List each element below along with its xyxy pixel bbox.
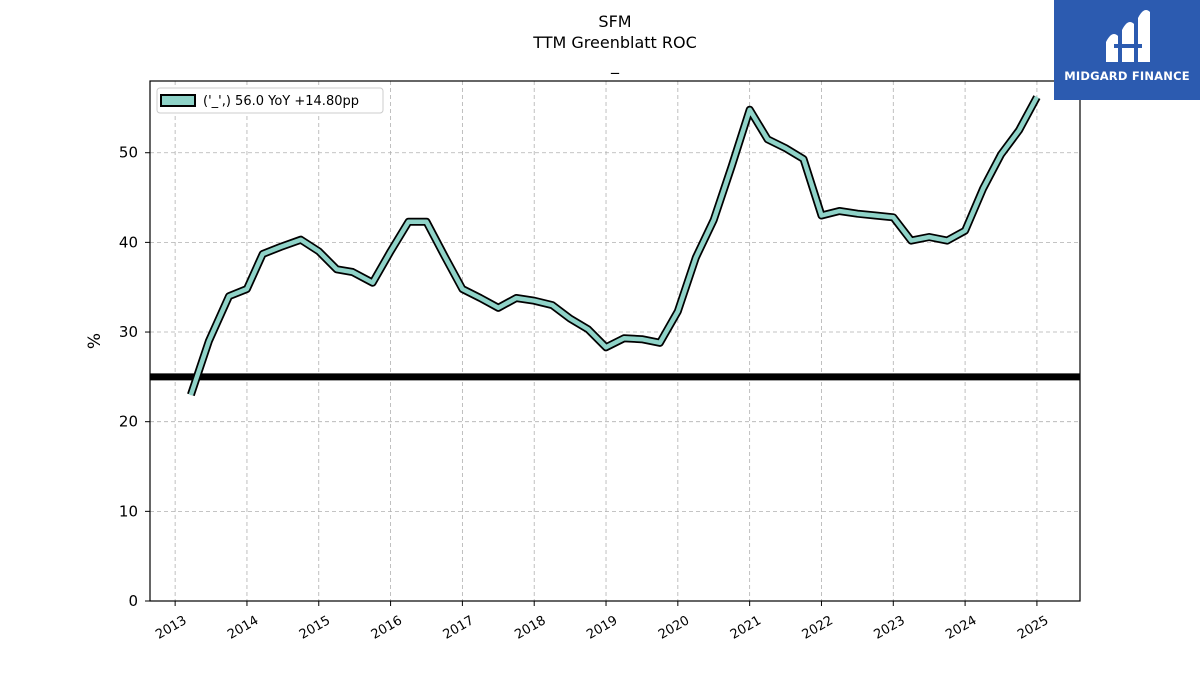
chart-title-group: SFM TTM Greenblatt ROC _ <box>532 12 697 75</box>
y-tick-label: 50 <box>119 144 138 162</box>
logo-text: MIDGARD FINANCE <box>1064 69 1190 83</box>
data-point <box>892 216 894 218</box>
y-tick-label: 10 <box>119 502 138 520</box>
data-point <box>623 337 625 339</box>
data-point <box>587 328 589 330</box>
chart-title-line: _ <box>610 55 620 75</box>
data-point <box>336 268 338 270</box>
data-point <box>749 109 751 111</box>
legend-swatch <box>160 94 196 107</box>
data-point <box>479 297 481 299</box>
y-tick-label: 0 <box>128 592 138 610</box>
x-tick-labels: 2013 2014 2015 2016 2017 2018 2019 2020 2021 2022… <box>153 613 1051 643</box>
data-point <box>351 271 354 273</box>
data-point <box>928 236 930 238</box>
data-point <box>659 342 661 344</box>
data-point <box>372 282 374 284</box>
data-point <box>605 346 607 348</box>
data-point <box>190 394 192 396</box>
data-point <box>767 138 769 140</box>
data-point <box>262 253 264 255</box>
x-tick-label: 2018 <box>512 613 548 643</box>
data-point <box>515 297 517 299</box>
data-point <box>389 250 392 252</box>
data-point <box>838 210 841 212</box>
x-tick-label: 2017 <box>441 613 477 643</box>
data-point <box>820 214 823 217</box>
data-point <box>407 221 410 223</box>
data-point <box>246 288 248 290</box>
data-point <box>713 219 715 221</box>
data-point <box>318 250 320 252</box>
data-point <box>731 165 733 167</box>
chart-title-line: TTM Greenblatt ROC <box>532 33 697 52</box>
series-group <box>187 95 1041 397</box>
y-tick-label: 30 <box>119 323 138 341</box>
x-tick-label: 2021 <box>728 613 764 643</box>
chart-title-line: SFM <box>598 12 631 31</box>
data-point <box>425 221 428 223</box>
series-line <box>188 96 1039 396</box>
data-point <box>300 239 302 241</box>
data-point <box>1018 129 1020 131</box>
x-tick-label: 2020 <box>656 613 692 643</box>
x-tick-label: 2014 <box>225 613 261 643</box>
data-point <box>443 255 446 257</box>
data-point <box>497 307 499 309</box>
data-point <box>551 304 553 306</box>
data-point <box>1000 153 1002 156</box>
x-tick-label: 2022 <box>800 613 836 643</box>
data-point <box>228 295 230 297</box>
data-point <box>208 340 210 342</box>
x-tick-label: 2019 <box>584 613 620 643</box>
data-point <box>1036 96 1038 98</box>
data-point <box>461 288 463 290</box>
grid-lines <box>150 81 1080 602</box>
data-point <box>910 239 912 242</box>
x-tick-label: 2023 <box>871 613 907 643</box>
data-point <box>677 310 679 313</box>
brand-logo: MIDGARD FINANCE <box>1054 0 1200 100</box>
data-point <box>982 187 984 190</box>
data-point <box>695 257 697 259</box>
data-point <box>569 317 571 320</box>
data-point <box>784 147 787 149</box>
data-point <box>856 213 858 215</box>
x-tick-label: 2024 <box>943 613 979 643</box>
y-tick-label: 20 <box>119 413 138 431</box>
data-point <box>641 338 643 340</box>
data-point <box>874 214 876 217</box>
x-tick-label: 2025 <box>1015 613 1051 643</box>
axes <box>145 80 1081 606</box>
legend: ('_',) 56.0 YoY +14.80pp <box>156 87 384 114</box>
legend-box <box>156 87 384 114</box>
x-tick-label: 2016 <box>369 613 405 643</box>
data-point <box>280 246 282 248</box>
x-tick-label: 2015 <box>297 613 333 643</box>
data-point <box>964 230 966 232</box>
legend-label: ('_',) 56.0 YoY +14.80pp <box>203 94 359 109</box>
plot-frame <box>149 80 1081 602</box>
data-point <box>533 300 535 302</box>
logo-mark-icon <box>1106 10 1150 62</box>
y-tick-label: 40 <box>119 233 138 251</box>
series-line-outline <box>187 95 1041 397</box>
y-tick-labels: 0 10 20 30 40 50% <box>85 144 138 610</box>
data-point <box>802 158 805 160</box>
y-axis-label: % <box>85 333 105 349</box>
x-tick-label: 2013 <box>153 613 189 643</box>
data-point <box>946 239 948 242</box>
